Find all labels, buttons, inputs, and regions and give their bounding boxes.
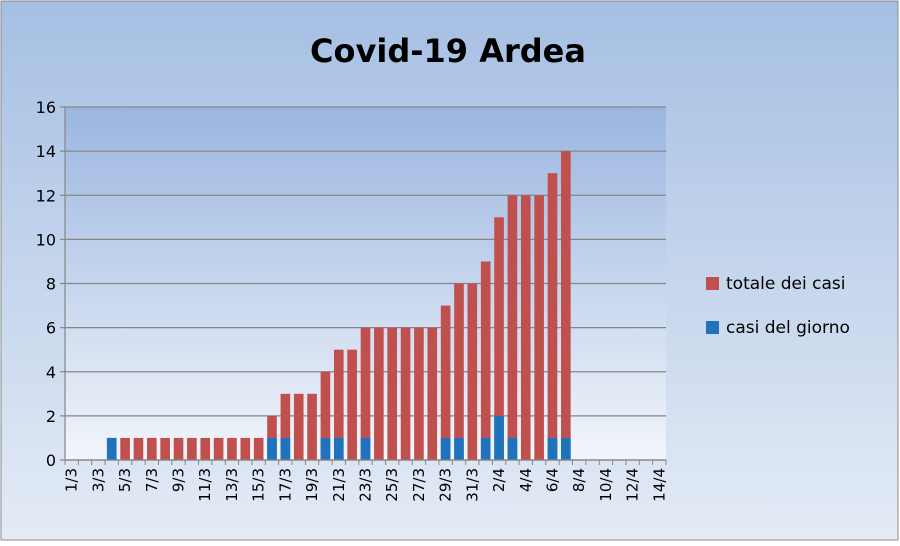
bar-totale-12-3 xyxy=(213,437,224,460)
bars xyxy=(106,151,571,460)
bar-totale-10-3 xyxy=(187,437,197,460)
bar-giorno-3-4 xyxy=(507,437,518,460)
x-tick-label: 9/3 xyxy=(170,468,188,492)
bar-giorno-16-3 xyxy=(267,437,277,460)
legend-label-0: totale dei casi xyxy=(726,274,845,294)
y-tick-label: 12 xyxy=(36,186,56,205)
bar-giorno-4-3 xyxy=(106,437,117,460)
bar-giorno-7-4 xyxy=(561,437,571,460)
x-tick-label: 17/3 xyxy=(276,468,294,502)
bar-totale-21-3 xyxy=(333,349,344,460)
x-tick-label: 23/3 xyxy=(357,468,375,502)
y-tick-label: 14 xyxy=(36,142,56,161)
x-tick-label: 7/3 xyxy=(143,468,161,492)
bar-totale-14-3 xyxy=(240,437,251,460)
bar-totale-27-3 xyxy=(414,327,424,460)
legend-label-1: casi del giorno xyxy=(726,318,850,338)
bar-totale-18-3 xyxy=(293,393,304,460)
x-tick-label: 4/4 xyxy=(517,468,535,492)
bar-giorno-1-4 xyxy=(480,437,491,460)
bar-totale-26-3 xyxy=(400,327,411,460)
x-tick-label: 31/3 xyxy=(463,468,481,502)
bar-giorno-2-4 xyxy=(494,415,504,460)
x-tick-label: 29/3 xyxy=(437,468,455,502)
bar-totale-6-3 xyxy=(133,437,144,460)
bar-totale-20-3 xyxy=(320,371,331,460)
x-tick-label: 13/3 xyxy=(223,468,241,502)
x-tick-label: 27/3 xyxy=(410,468,428,502)
y-tick-label: 2 xyxy=(46,407,56,426)
x-tick-label: 15/3 xyxy=(250,468,268,502)
bar-totale-25-3 xyxy=(387,327,398,460)
bar-giorno-23-3 xyxy=(360,437,371,460)
x-tick-label: 25/3 xyxy=(383,468,401,502)
bar-totale-6-4 xyxy=(547,173,558,460)
bar-totale-15-3 xyxy=(253,437,264,460)
bar-giorno-21-3 xyxy=(333,437,344,460)
bar-totale-31-3 xyxy=(467,283,478,460)
bar-totale-24-3 xyxy=(374,327,384,460)
bar-totale-5-4 xyxy=(534,195,544,460)
x-tick-label: 11/3 xyxy=(196,468,214,502)
bar-totale-8-3 xyxy=(160,437,170,460)
bar-totale-17-3 xyxy=(280,393,291,460)
x-tick-label: 19/3 xyxy=(303,468,321,502)
bar-giorno-29-3 xyxy=(440,437,451,460)
x-tick-label: 6/4 xyxy=(543,468,561,492)
bar-totale-7-4 xyxy=(561,151,571,460)
bar-totale-1-4 xyxy=(480,261,491,460)
bar-totale-29-3 xyxy=(440,305,451,460)
chart-title: Covid-19 Ardea xyxy=(310,32,586,70)
bar-totale-5-3 xyxy=(120,437,130,460)
legend: totale dei casi casi del giorno xyxy=(706,274,850,338)
bar-totale-13-3 xyxy=(227,437,237,460)
bar-totale-28-3 xyxy=(427,327,438,460)
bar-giorno-20-3 xyxy=(320,437,331,460)
bar-totale-22-3 xyxy=(347,349,357,460)
y-tick-label: 0 xyxy=(46,451,56,470)
bar-giorno-6-4 xyxy=(547,437,558,460)
x-tick-label: 2/4 xyxy=(490,468,508,492)
bar-giorno-17-3 xyxy=(280,437,291,460)
x-tick-label: 14/4 xyxy=(650,468,668,502)
bar-totale-7-3 xyxy=(147,437,157,460)
axes: 0 2 4 6 8 10 12 14 16 1/3 3/3 5/3 7/3 9/3 11/3 13/3 15/3… xyxy=(36,98,669,502)
y-tick-label: 16 xyxy=(36,98,56,117)
x-tick-label: 1/3 xyxy=(63,468,81,492)
y-tick-label: 6 xyxy=(46,319,56,338)
bar-totale-11-3 xyxy=(200,437,211,460)
bar-totale-9-3 xyxy=(173,437,184,460)
bar-giorno-30-3 xyxy=(454,437,464,460)
bar-totale-23-3 xyxy=(360,327,371,460)
bar-totale-2-4 xyxy=(494,217,504,460)
bar-totale-3-4 xyxy=(507,195,518,460)
y-tick-label: 4 xyxy=(46,363,56,382)
legend-swatch-1 xyxy=(706,321,719,334)
legend-swatch-0 xyxy=(706,277,719,290)
x-tick-label: 8/4 xyxy=(570,468,588,492)
x-tick-label: 10/4 xyxy=(597,468,615,502)
x-tick-label: 12/4 xyxy=(624,468,642,502)
y-tick-label: 8 xyxy=(46,275,56,294)
bar-totale-30-3 xyxy=(454,283,464,460)
y-tick-label: 10 xyxy=(36,230,56,249)
bar-totale-4-4 xyxy=(520,195,531,460)
bar-totale-19-3 xyxy=(307,393,317,460)
x-tick-label: 3/3 xyxy=(89,468,107,492)
x-tick-label: 21/3 xyxy=(330,468,348,502)
x-tick-label: 5/3 xyxy=(116,468,134,492)
